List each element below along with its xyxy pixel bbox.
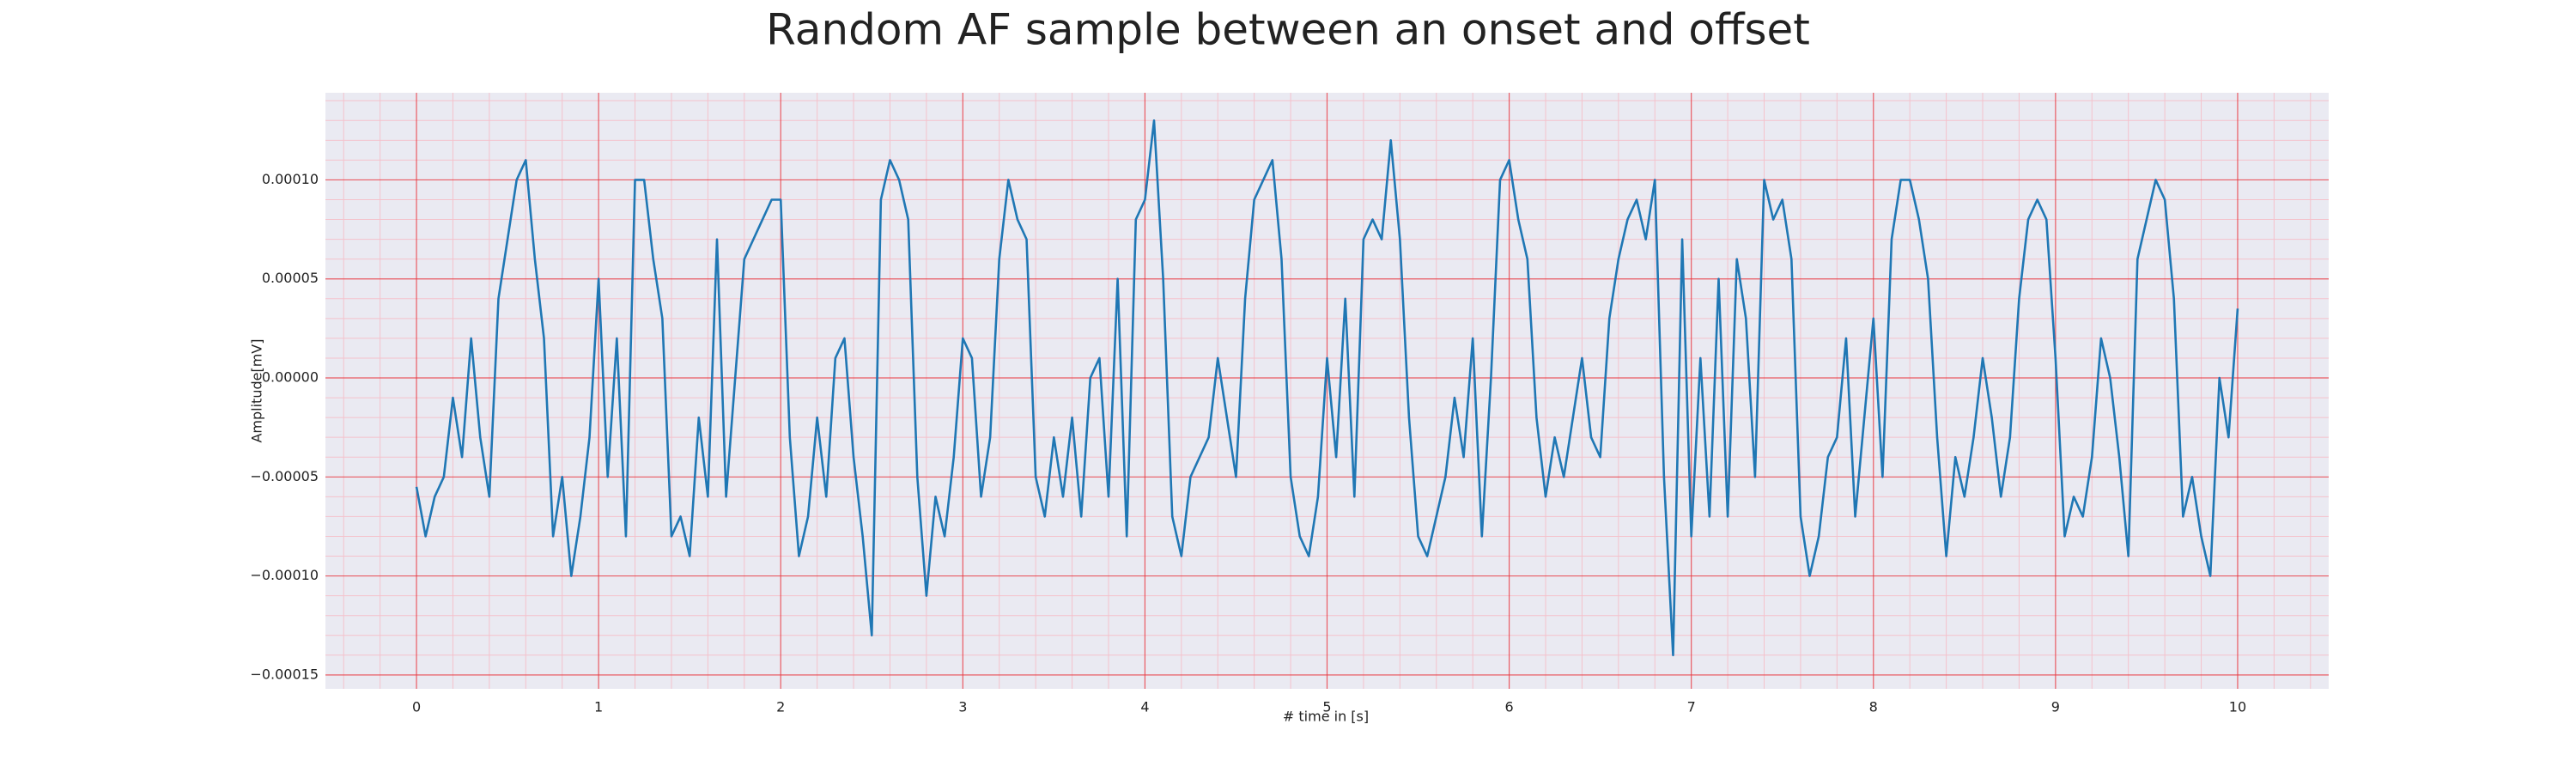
x-tick-label: 3 — [958, 699, 967, 715]
x-axis-label: # time in [s] — [1283, 709, 1369, 725]
y-tick-label: −0.00005 — [250, 468, 319, 484]
x-tick-label: 9 — [2051, 699, 2060, 715]
y-tick-label: 0.00000 — [262, 369, 319, 386]
signal-line — [415, 119, 2239, 657]
x-tick-label: 6 — [1504, 699, 1513, 715]
y-tick-label: −0.00015 — [250, 666, 319, 682]
x-tick-label: 1 — [594, 699, 603, 715]
x-tick-label: 2 — [776, 699, 785, 715]
x-tick-label: 0 — [412, 699, 421, 715]
x-tick-label: 5 — [1322, 699, 1331, 715]
y-tick-label: 0.00010 — [262, 171, 319, 187]
x-tick-label: 10 — [2229, 699, 2246, 715]
chart-title: Random AF sample between an onset and of… — [766, 5, 1810, 55]
x-tick-label: 8 — [1869, 699, 1878, 715]
y-tick-label: 0.00005 — [262, 270, 319, 286]
y-axis-label: Amplitude[mV] — [249, 338, 265, 442]
x-tick-label: 7 — [1687, 699, 1696, 715]
x-tick-label: 4 — [1140, 699, 1149, 715]
y-tick-label: −0.00010 — [250, 567, 319, 583]
